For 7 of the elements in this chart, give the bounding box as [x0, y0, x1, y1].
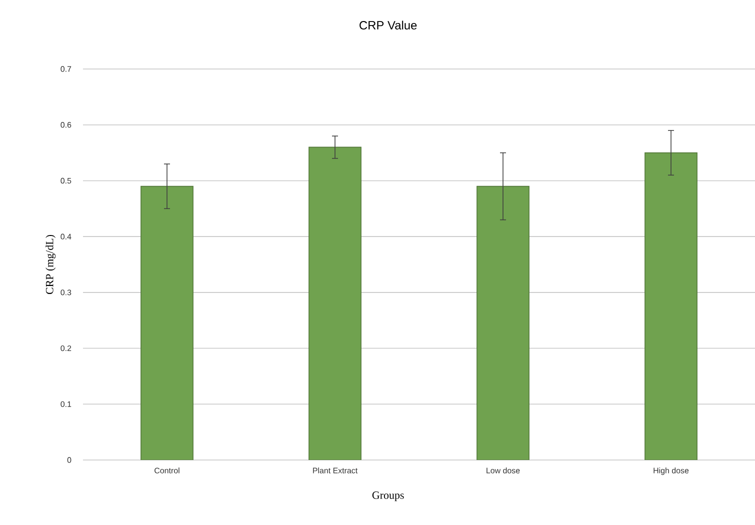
bar [308, 146, 362, 460]
y-axis-title: CRP (mg/dL) [46, 234, 56, 294]
bar [476, 186, 530, 460]
bar [644, 152, 698, 460]
bar [140, 186, 194, 460]
chart-title: CRP Value [360, 20, 417, 30]
x-axis-title: Groups [372, 492, 404, 502]
